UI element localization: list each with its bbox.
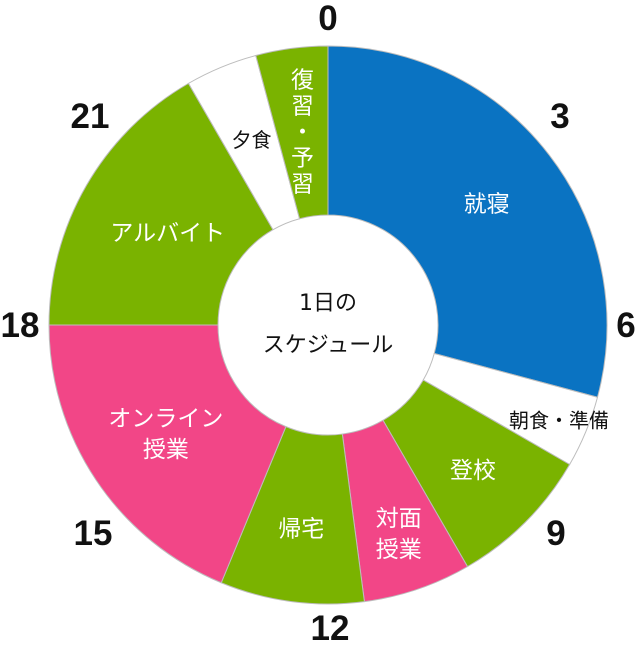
slice-label-7: 夕食 (231, 128, 271, 152)
slice-label-4: 帰宅 (278, 516, 324, 542)
slice-5 (48, 324, 287, 584)
slice-label-1: 朝食・準備 (509, 409, 609, 433)
hour-tick-label-7: 21 (71, 97, 110, 136)
slices-group (48, 45, 608, 605)
hour-tick-label-2: 6 (616, 306, 635, 345)
hour-tick-label-5: 15 (74, 514, 113, 553)
slice-8 (255, 45, 329, 220)
hour-tick-label-3: 9 (546, 514, 565, 553)
hour-tick-label-0: 0 (318, 0, 337, 38)
slice-0 (327, 45, 608, 398)
slice-label-6: アルバイト (110, 221, 225, 247)
slice-label-5: オンライン授業 (108, 406, 223, 463)
slice-label-2: 登校 (450, 458, 496, 484)
slice-label-8: 復習・予習 (291, 68, 314, 198)
center-label-line-2: スケジュール (263, 333, 393, 358)
hour-tick-label-4: 12 (311, 609, 350, 648)
slice-label-3: 対面授業 (376, 506, 422, 563)
slice-label-0: 就寝 (464, 191, 510, 217)
hour-tick-label-1: 3 (550, 97, 569, 136)
hour-tick-label-6: 18 (1, 306, 40, 345)
slice-6 (48, 82, 274, 326)
center-label-line-1: 1日の (299, 291, 357, 316)
